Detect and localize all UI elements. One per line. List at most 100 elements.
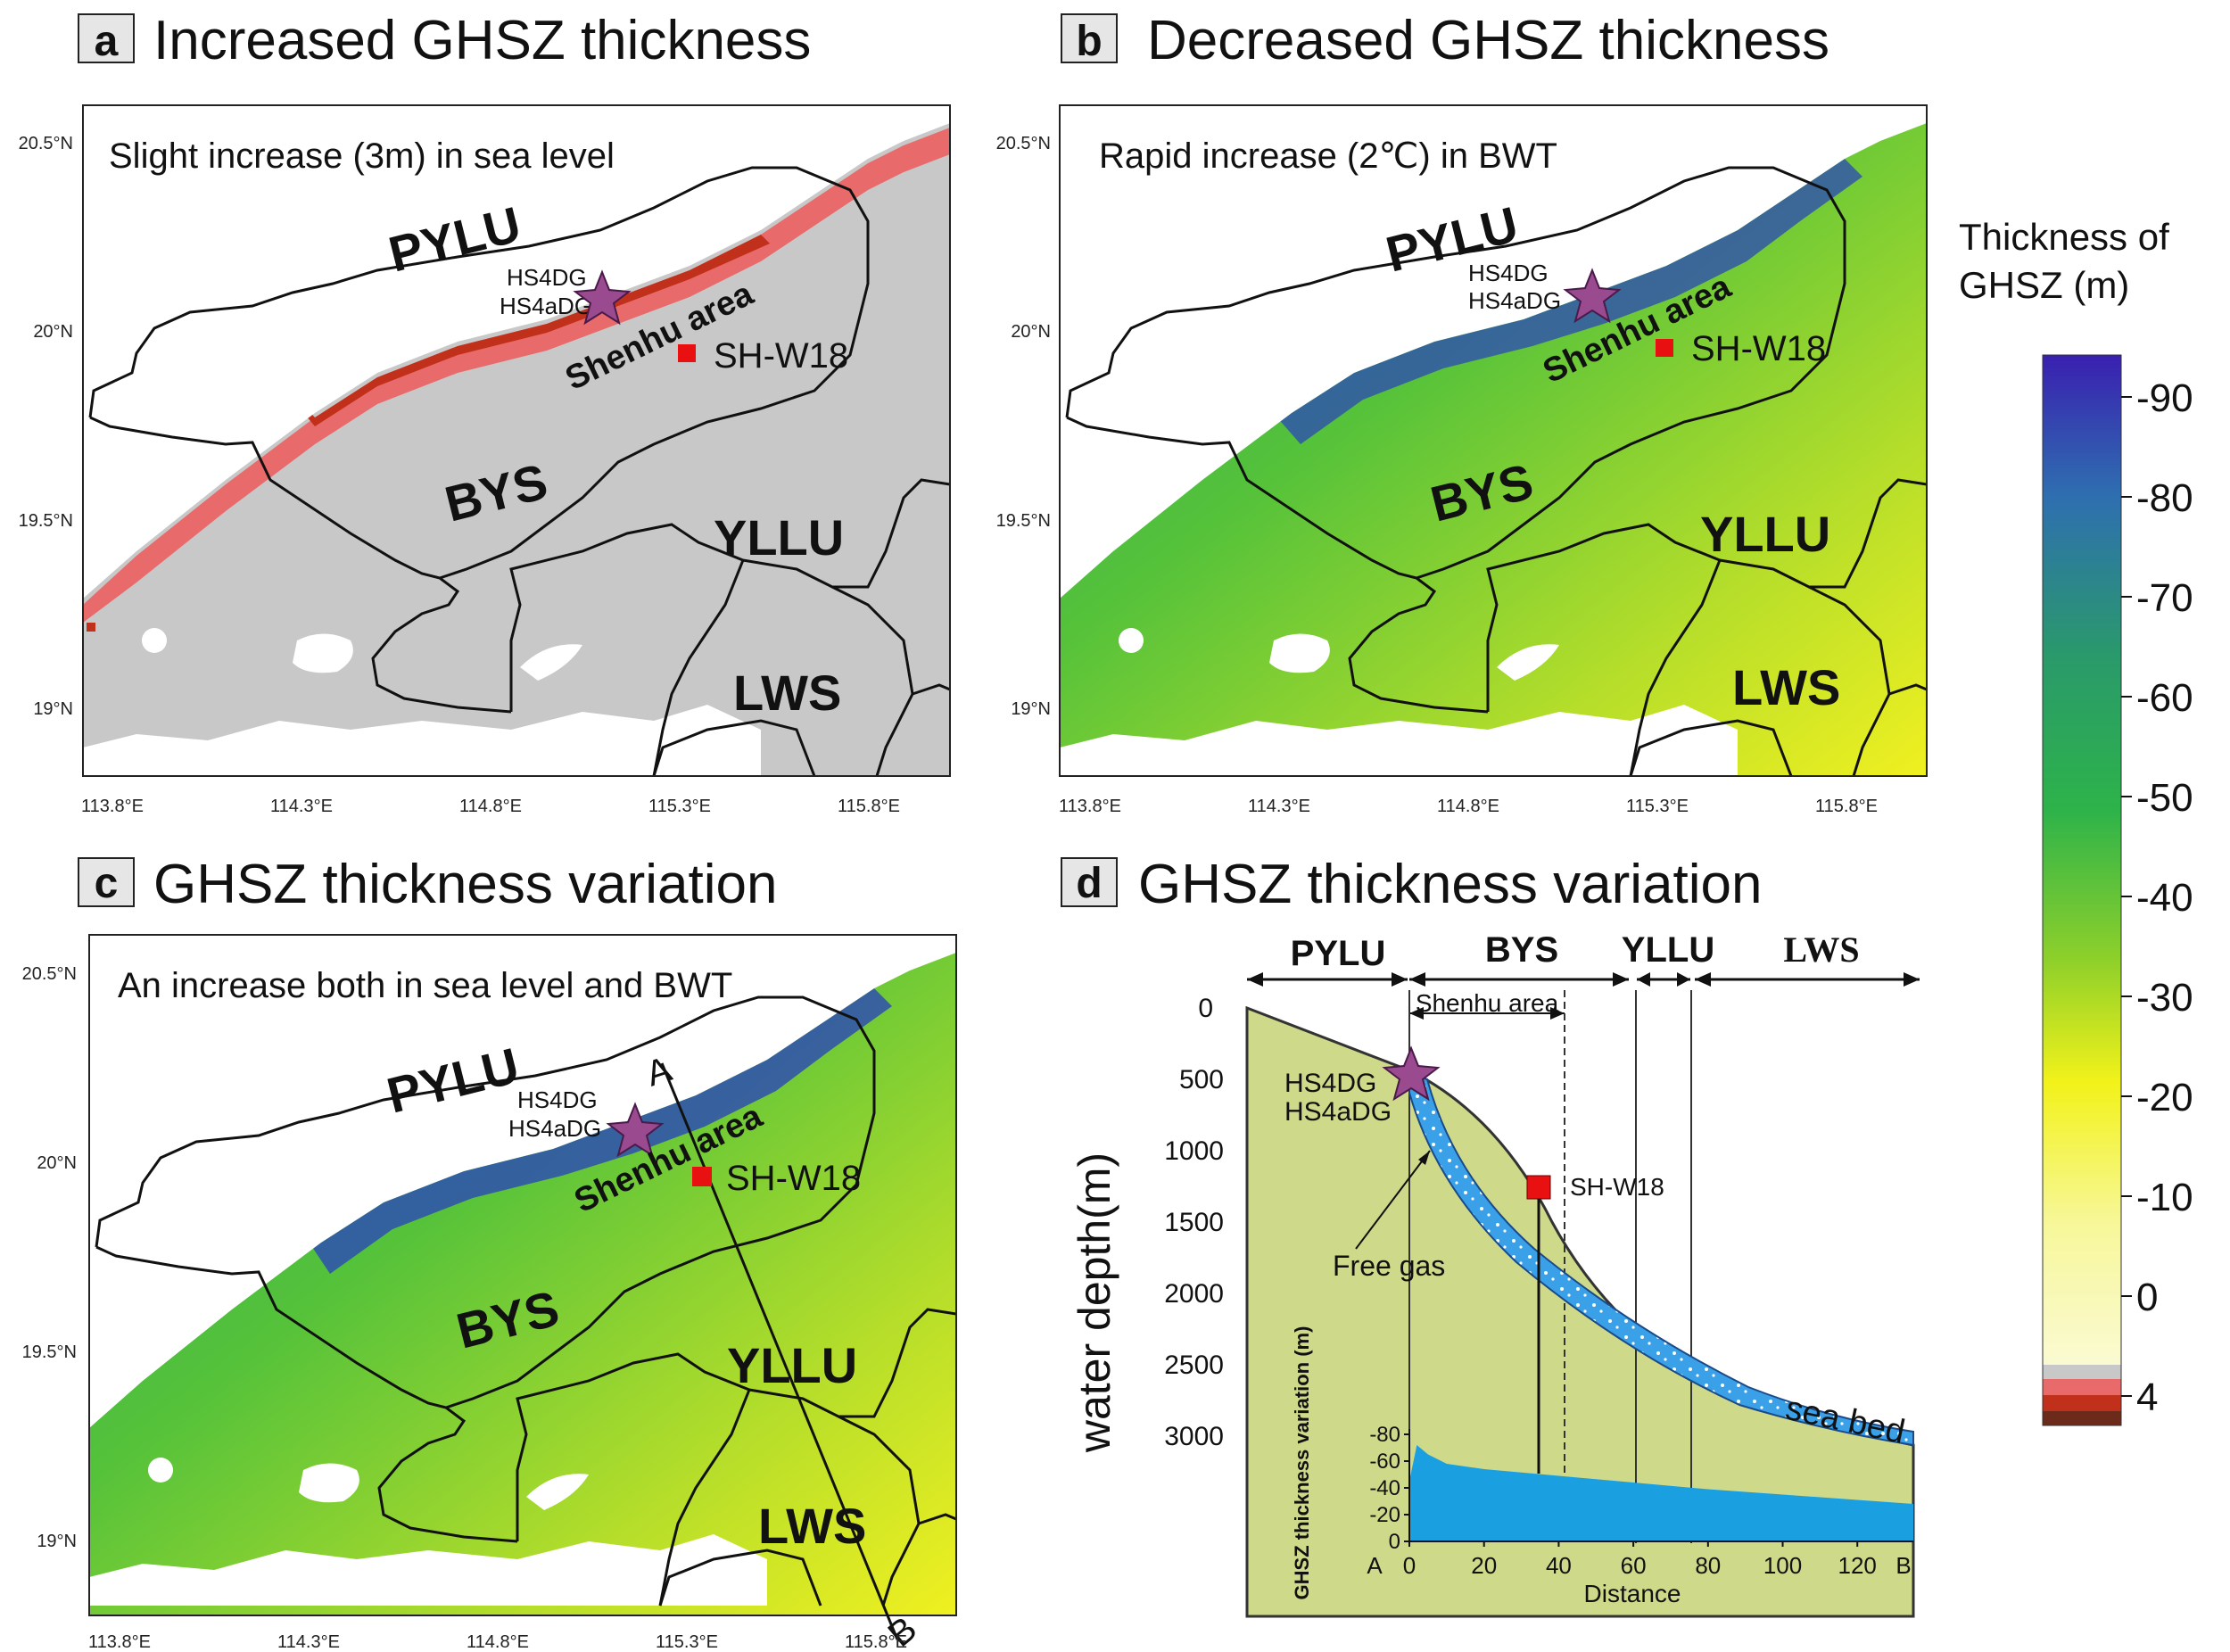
legend-title-1: Thickness of [1959, 216, 2169, 258]
section-site-star [1382, 1045, 1441, 1102]
depth-2000: 2000 [1164, 1279, 1224, 1309]
panel-c-profile-line [660, 1062, 899, 1640]
panel-c-subtitle: An increase both in sea level and BWT [118, 966, 732, 1005]
legend-tick-label: -40 [2136, 876, 2193, 920]
depth-0: 0 [1198, 994, 1213, 1023]
panel-c-map [89, 935, 956, 1615]
panel-a-map [83, 105, 950, 776]
panel-b-lon-4: 115.3°E [1626, 797, 1689, 816]
panel-c: c GHSZ thickness variation A B An increa… [22, 854, 957, 1652]
panel-b-lat-20: 20°N [1011, 322, 1051, 342]
panel-d-letter-box [1061, 857, 1118, 907]
panel-c-lon-4: 115.3°E [656, 1632, 718, 1652]
panel-d-letter: d [1076, 860, 1102, 907]
legend-title-2: GHSZ (m) [1959, 264, 2129, 306]
panel-b-lon-ticks: 113.8°E 114.3°E 114.8°E 115.3°E 115.8°E [1059, 797, 1878, 816]
panel-a-well-label: SH-W18 [714, 336, 848, 376]
panel-c-title: GHSZ thickness variation [153, 854, 777, 915]
panel-c-lon-2: 114.3°E [277, 1632, 340, 1652]
inset-chart: -80 -60-40 -20 00 20 40 60 80 100 120 GHSZ thickn… [1291, 1326, 1913, 1607]
panel-c-well-marker [692, 1167, 712, 1186]
panel-c-lat-20-5: 20.5°N [22, 964, 77, 984]
section-shenhu-label: Shenhu area [1416, 989, 1559, 1017]
panel-c-lat-ticks: 20.5°N 20°N 19.5°N 19°N [22, 964, 77, 1551]
depth-1000: 1000 [1164, 1136, 1224, 1166]
panel-b-lat-19: 19°N [1011, 699, 1051, 719]
section-free-gas-arrow [1355, 1150, 1431, 1250]
panel-b-lat-ticks: 20.5°N 20°N 19.5°N 19°N [996, 134, 1051, 719]
panel-a-well-marker [678, 344, 696, 362]
panel-a-lat-ticks: 20.5°N 20°N 19.5°N 19°N [19, 134, 73, 719]
inset-xtick-label: 60 [1621, 1552, 1647, 1579]
panel-a-lws: LWS [733, 665, 841, 721]
panel-a-lon-1: 113.8°E [81, 797, 144, 816]
legend-swatch-brown [2043, 1411, 2121, 1425]
panel-a-max-band [266, 235, 770, 426]
panel-c-lat-19-5: 19.5°N [22, 1342, 77, 1362]
section-region-lws: LWS [1783, 929, 1859, 970]
inset-end-a: A [1367, 1552, 1383, 1579]
panel-b-site2: HS4aDG [1468, 287, 1561, 314]
panel-c-lon-3: 114.8°E [467, 1632, 529, 1652]
legend-tick-label: -20 [2136, 1076, 2193, 1119]
legend-tick-label: -90 [2136, 376, 2193, 420]
legend-tick-label: -80 [2136, 476, 2193, 520]
depth-2500: 2500 [1164, 1351, 1224, 1380]
panel-b-map [1060, 105, 1927, 776]
panel-c-letter-box [78, 857, 135, 907]
legend-tick-label: 4 [2136, 1375, 2158, 1419]
panel-d-title: GHSZ thickness variation [1138, 854, 1762, 915]
panel-b-letter-box [1061, 13, 1118, 63]
section-region-bys: BYS [1485, 930, 1558, 970]
panel-a-lat-20: 20°N [33, 322, 73, 342]
panel-c-lat-19: 19°N [37, 1532, 77, 1551]
panel-b-lon-1: 113.8°E [1059, 797, 1121, 816]
panel-b-lon-3: 114.8°E [1437, 797, 1499, 816]
panel-a-lat-19-5: 19.5°N [19, 511, 73, 531]
panel-b-site1: HS4DG [1468, 260, 1549, 286]
panel-a-site1: HS4DG [507, 264, 587, 291]
panel-b-site-star [1563, 268, 1622, 324]
inset-ytick-label: 0 [1389, 1530, 1400, 1554]
panel-b-letter: b [1076, 18, 1102, 65]
panel-c-lon-ticks: 113.8°E 114.3°E 114.8°E 115.3°E 115.8°E [88, 1632, 907, 1652]
section-ghsz-band [1408, 1073, 1914, 1447]
inset-ylabel: GHSZ thickness variation (m) [1291, 1326, 1313, 1600]
panel-c-site1: HS4DG [517, 1086, 598, 1113]
legend: Thickness of GHSZ (m) -90 -80 -70 -60 -50 -40… [1959, 216, 2193, 1426]
section-free-gas: Free gas [1333, 1250, 1445, 1282]
inset-xtick-label: 20 [1471, 1552, 1497, 1579]
panel-a-lon-3: 114.8°E [459, 797, 522, 816]
legend-gradient [2043, 355, 2121, 1365]
panel-c-lat-20: 20°N [37, 1153, 77, 1173]
inset-xtick-label: 120 [1838, 1552, 1877, 1579]
panel-a-lon-5: 115.8°E [838, 797, 900, 816]
panel-a-lat-19: 19°N [33, 699, 73, 719]
section-site1: HS4DG [1284, 1069, 1376, 1098]
panel-c-well-label: SH-W18 [726, 1159, 861, 1198]
legend-tick-label: -10 [2136, 1176, 2193, 1219]
legend-tick-label: -50 [2136, 776, 2193, 820]
panel-c-yllu: YLLU [727, 1337, 857, 1393]
legend-tick-label: -70 [2136, 576, 2193, 620]
panel-b-lon-2: 114.3°E [1248, 797, 1310, 816]
panel-a-site-star [573, 269, 632, 326]
panel-a-frame [82, 104, 951, 777]
section-depth-ticks: 0 500 1000 1500 2000 2500 3000 [1164, 994, 1224, 1451]
inset-xtick-label: 0 [1403, 1552, 1416, 1579]
legend-tick-label: -60 [2136, 676, 2193, 720]
panel-a: a Increased GHSZ thickness Slight increa… [19, 10, 951, 816]
panel-a-lon-ticks: 113.8°E 114.3°E 114.8°E 115.3°E 115.8°E [81, 797, 900, 816]
legend-ticks: -90 -80 -70 -60 -50 -40 -30 -20 -10 0 4 [2121, 376, 2193, 1419]
panel-a-letter: a [95, 18, 119, 65]
panel-d: d GHSZ thickness variation PYLU BYS YLLU… [1061, 854, 1920, 1618]
inset-ytick-label: -40 [1369, 1476, 1400, 1500]
legend-swatch-red [2043, 1395, 2121, 1411]
inset-area-series [1409, 1445, 1913, 1541]
legend-swatch-gray [2043, 1365, 2121, 1379]
panel-c-letter: c [95, 860, 119, 907]
inset-xlabel: Distance [1584, 1580, 1681, 1607]
legend-tick-label: 0 [2136, 1276, 2158, 1319]
section-region-pylu: PYLU [1291, 934, 1386, 973]
panel-a-site2: HS4aDG [500, 293, 592, 319]
